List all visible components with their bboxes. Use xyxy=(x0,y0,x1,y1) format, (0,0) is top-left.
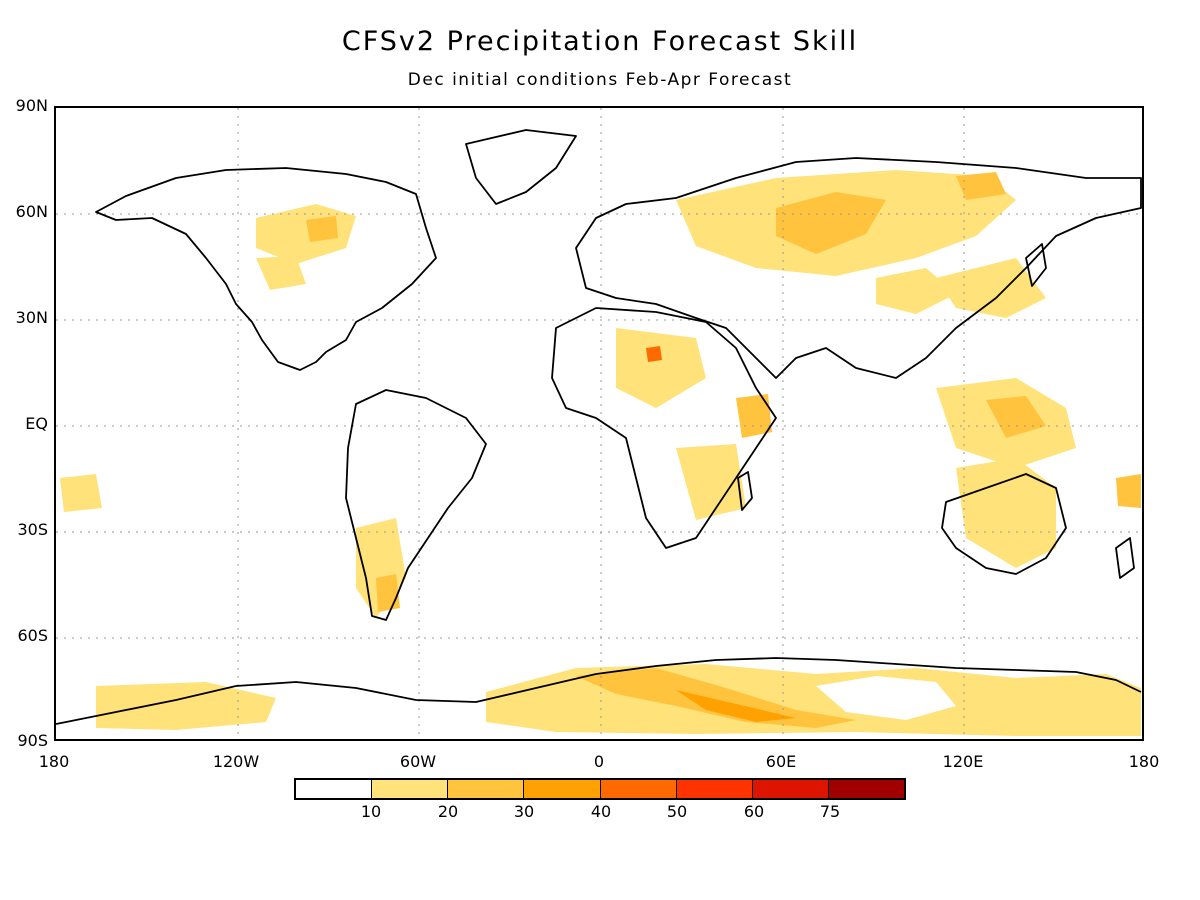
coast-japan xyxy=(1025,243,1047,287)
colorbar xyxy=(294,778,906,800)
coast-antarctica xyxy=(56,657,1142,725)
colorbar-tick-30: 30 xyxy=(513,802,535,821)
lat-label-90n: 90N xyxy=(15,96,48,115)
skill-region-antarctica-peak xyxy=(676,690,796,722)
map-title: CFSv2 Precipitation Forecast Skill xyxy=(341,26,859,57)
lon-label-180e: 180 xyxy=(1128,752,1160,771)
coast-north-america xyxy=(95,167,437,371)
map-subtitle: Dec initial conditions Feb-Apr Forecast xyxy=(407,70,793,90)
colorbar-bin-5 xyxy=(676,780,753,798)
coast-australia xyxy=(941,473,1067,575)
coast-south-america xyxy=(345,389,487,621)
lat-label-30n: 30N xyxy=(15,308,48,327)
colorbar-bin-7 xyxy=(828,780,904,798)
skill-region-patagonia xyxy=(376,574,400,612)
skill-region-siberia-core xyxy=(776,192,886,254)
colorbar-bin-4 xyxy=(600,780,677,798)
map-panel xyxy=(54,106,1144,741)
colorbar-tick-40: 40 xyxy=(590,802,612,821)
map-canvas xyxy=(56,108,1142,739)
colorbar-bin-1 xyxy=(372,780,449,798)
skill-region-antarctica-white xyxy=(816,676,956,720)
skill-region-maritime-core xyxy=(986,396,1046,438)
coastlines xyxy=(56,129,1142,725)
skill-region-canada xyxy=(256,204,356,264)
lon-label-180w: 180 xyxy=(38,752,70,771)
lat-label-60n: 60N xyxy=(15,202,48,221)
coast-new-zealand xyxy=(1115,537,1135,579)
colorbar-tick-60: 60 xyxy=(743,802,765,821)
coast-greenland xyxy=(465,129,577,205)
skill-region-east-africa xyxy=(736,394,772,438)
skill-region-canada-core xyxy=(306,216,338,242)
lat-label-90s: 90S xyxy=(17,731,48,750)
lon-label-120e: 120E xyxy=(942,752,984,771)
skill-region-sahara-spot xyxy=(646,346,662,362)
skill-region-antarctica-core xyxy=(576,668,856,728)
lat-label-60s: 60S xyxy=(17,626,48,645)
skill-region-china xyxy=(936,258,1046,318)
colorbar-tick-50: 50 xyxy=(666,802,688,821)
skill-region-south-pacific xyxy=(1116,474,1141,508)
colorbar-bin-2 xyxy=(448,780,525,798)
skill-region-australia xyxy=(956,458,1056,568)
lon-label-120w: 120W xyxy=(212,752,260,771)
graticule xyxy=(56,108,1142,739)
skill-region-us-plains xyxy=(256,256,306,290)
colorbar-bin-6 xyxy=(752,780,829,798)
skill-region-south-africa xyxy=(676,444,746,520)
skill-shading xyxy=(60,170,1141,736)
skill-region-central-asia xyxy=(876,268,956,314)
colorbar-bin-0 xyxy=(296,780,373,798)
skill-region-sahel xyxy=(616,328,706,408)
lon-label-0: 0 xyxy=(593,752,605,771)
coast-africa xyxy=(551,307,777,549)
skill-region-antarctica-west xyxy=(96,682,276,730)
colorbar-tick-20: 20 xyxy=(437,802,459,821)
coast-eurasia xyxy=(575,157,1142,379)
lon-label-60e: 60E xyxy=(765,752,797,771)
colorbar-tick-10: 10 xyxy=(360,802,382,821)
lat-label-eq: EQ xyxy=(25,414,48,433)
lat-label-30s: 30S xyxy=(17,520,48,539)
coast-madagascar xyxy=(737,471,753,511)
skill-region-south-pacific-west xyxy=(60,474,102,512)
colorbar-bin-3 xyxy=(524,780,601,798)
colorbar-tick-75: 75 xyxy=(819,802,841,821)
skill-region-east-siberia xyxy=(956,172,1006,200)
lon-label-60w: 60W xyxy=(399,752,437,771)
